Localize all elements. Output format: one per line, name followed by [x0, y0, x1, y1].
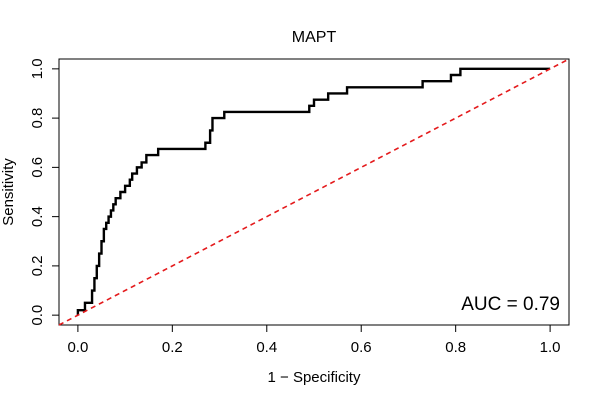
- auc-annotation: AUC = 0.79: [461, 294, 560, 315]
- y-axis-label: Sensitivity: [0, 158, 17, 226]
- y-tick-label: 0.4: [29, 206, 46, 227]
- y-tick-label: 0.0: [29, 305, 46, 326]
- plot-frame: [58, 58, 570, 326]
- x-tick-label: 0.2: [162, 339, 183, 356]
- x-tick-label: 1.0: [540, 339, 561, 356]
- roc-curve: [76, 67, 551, 316]
- y-tick-label: 0.2: [29, 255, 46, 276]
- reference-diagonal: [58, 58, 570, 326]
- x-tick-label: 0.8: [445, 339, 466, 356]
- x-tick-label: 0.6: [351, 339, 372, 356]
- y-tick-label: 0.8: [29, 108, 46, 129]
- chart-title: MAPT: [292, 29, 337, 46]
- y-tick-label: 1.0: [29, 58, 46, 79]
- x-axis-label: 1 − Specificity: [268, 369, 361, 386]
- x-tick-label: 0.0: [67, 339, 88, 356]
- x-tick-label: 0.4: [256, 339, 277, 356]
- y-tick-label: 0.6: [29, 157, 46, 178]
